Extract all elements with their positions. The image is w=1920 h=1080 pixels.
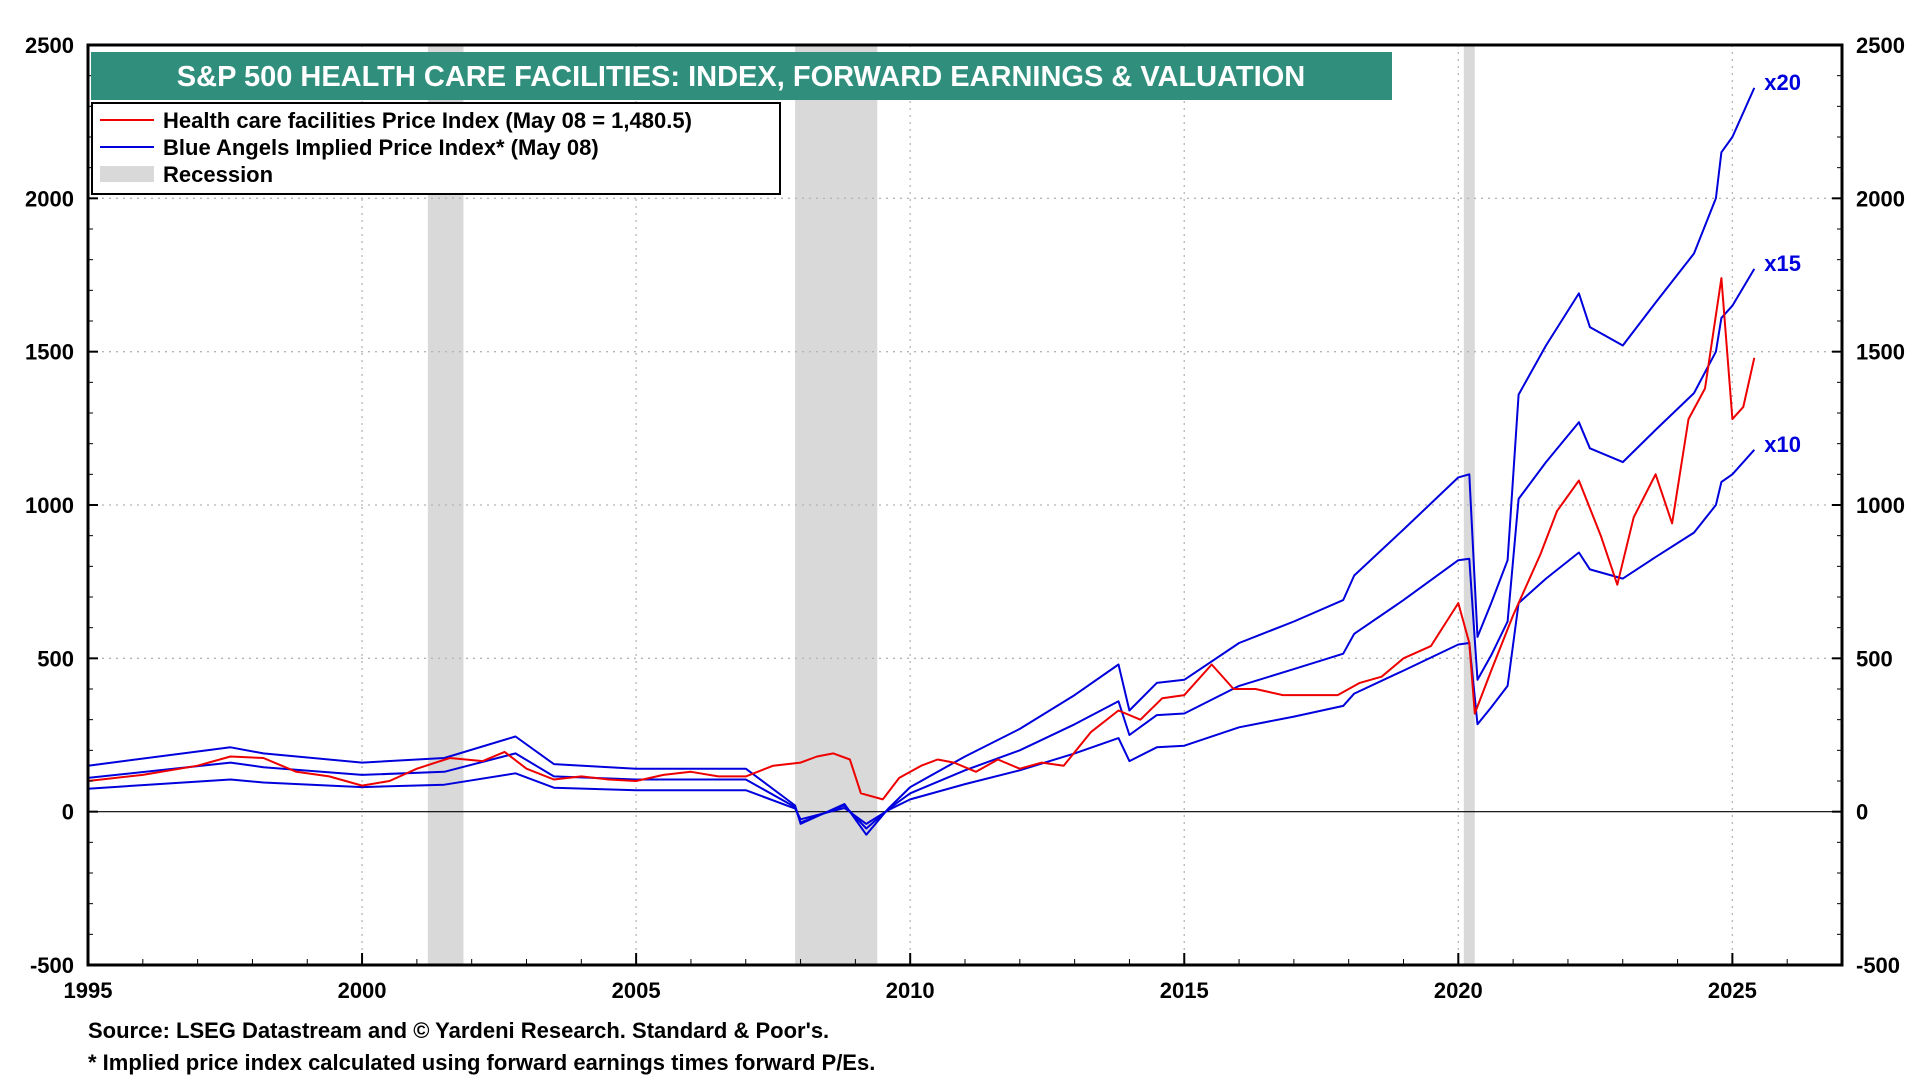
legend-swatch-recession bbox=[100, 166, 154, 182]
axes: -500 -500 0 0 500 500 1000 1000 1500 1500 2000 2000… bbox=[25, 33, 1905, 1003]
y-tick-label-left-2500: 2500 bbox=[25, 33, 74, 58]
series-lines bbox=[87, 87, 1756, 836]
multiple-labels: x20 x15 x10 bbox=[1764, 70, 1801, 457]
y-tick-label-left-0: 0 bbox=[62, 800, 74, 825]
multiple-label-x20: x20 bbox=[1764, 70, 1801, 95]
series-line-health-care-facilities-price-index bbox=[87, 277, 1756, 801]
legend-label-price-index: Health care facilities Price Index (May … bbox=[163, 108, 692, 133]
x-tick-label-1995: 1995 bbox=[64, 978, 113, 1003]
y-tick-label-left-500: 500 bbox=[37, 646, 74, 671]
y-tick-label-left-1500: 1500 bbox=[25, 340, 74, 365]
gridlines bbox=[88, 45, 1842, 965]
y-tick-label-left-2000: 2000 bbox=[25, 186, 74, 211]
y-tick-label-right-1000: 1000 bbox=[1856, 493, 1905, 518]
source-note: Source: LSEG Datastream and © Yardeni Re… bbox=[88, 1018, 830, 1043]
y-tick-label-right-1500: 1500 bbox=[1856, 340, 1905, 365]
legend-label-recession: Recession bbox=[163, 162, 273, 187]
y-tick-label-right-2500: 2500 bbox=[1856, 33, 1905, 58]
title-banner bbox=[91, 52, 1392, 100]
recession-band-2 bbox=[1463, 45, 1475, 965]
y-tick-label-right-500: 500 bbox=[1856, 646, 1893, 671]
x-tick-label-2000: 2000 bbox=[338, 978, 387, 1003]
x-tick-label-2015: 2015 bbox=[1160, 978, 1209, 1003]
series-line-blue-angels-implied-price-index-x20 bbox=[87, 87, 1756, 836]
y-tick-label-right-2000: 2000 bbox=[1856, 186, 1905, 211]
legend-label-implied-index: Blue Angels Implied Price Index* (May 08… bbox=[163, 135, 599, 160]
multiple-label-x15: x15 bbox=[1764, 251, 1801, 276]
y-tick-label-right-0: 0 bbox=[1856, 800, 1868, 825]
y-tick-label-left-1000: 1000 bbox=[25, 493, 74, 518]
x-tick-label-2010: 2010 bbox=[886, 978, 935, 1003]
x-tick-label-2025: 2025 bbox=[1708, 978, 1757, 1003]
series-line-blue-angels-implied-price-index-x10 bbox=[87, 449, 1756, 825]
series-line-blue-angels-implied-price-index-x15 bbox=[87, 268, 1756, 830]
y-tick-label-left--500: -500 bbox=[30, 953, 74, 978]
implied-index-note: * Implied price index calculated using f… bbox=[88, 1050, 876, 1075]
multiple-label-x10: x10 bbox=[1764, 432, 1801, 457]
x-tick-label-2020: 2020 bbox=[1434, 978, 1483, 1003]
legend: Health care facilities Price Index (May … bbox=[91, 102, 781, 195]
y-tick-label-right--500: -500 bbox=[1856, 953, 1900, 978]
x-tick-label-2005: 2005 bbox=[612, 978, 661, 1003]
legend-box bbox=[91, 102, 781, 195]
chart-title: S&P 500 HEALTH CARE FACILITIES: INDEX, F… bbox=[177, 61, 1305, 93]
